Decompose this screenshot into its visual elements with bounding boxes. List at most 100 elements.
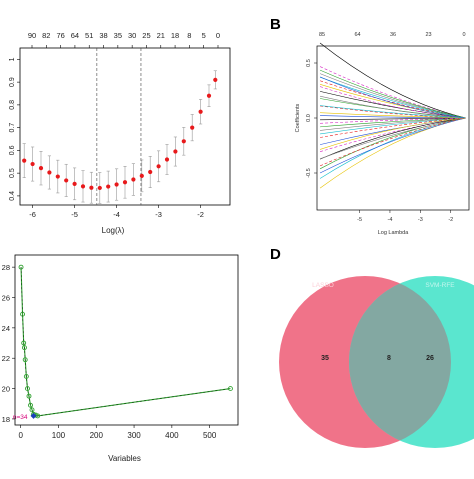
plot-frame [316, 45, 470, 211]
top-tick-label: 25 [142, 31, 150, 40]
coef-path [319, 117, 467, 179]
error-point [28, 402, 33, 408]
cv-mean-point [206, 93, 212, 98]
coef-path [319, 117, 466, 150]
error-point [23, 373, 29, 379]
cv-mean-point [80, 184, 86, 189]
cv-mean-point [97, 185, 102, 191]
x-tick-label: -5 [357, 217, 362, 223]
coef-path [319, 117, 466, 138]
panel-d: LASSO SVM-RFE 35 8 26 [245, 237, 474, 474]
x-tick-label: -5 [71, 210, 78, 219]
top-tick-label: 76 [56, 31, 64, 40]
cv-mean-point [198, 109, 203, 114]
cv-error-plot: 90 82 76 64 51 38 35 30 25 21 18 8 5 0 -6 -5 -4 -3 -2 Log(λ… [9, 31, 231, 235]
top-tick-label: 64 [71, 31, 79, 40]
cv-mean-point [148, 169, 153, 175]
coef-path [320, 105, 466, 119]
optimal-annotation: n=34 [13, 414, 28, 421]
top-tick-label: 64 [354, 32, 360, 38]
error-point [21, 340, 27, 346]
cv-mean-point [173, 149, 178, 154]
top-tick-label: 0 [216, 31, 220, 40]
top-tick-label: 51 [85, 31, 93, 40]
top-tick-label: 82 [42, 31, 50, 40]
panel-c: 0 100 200 300 400 500 Variables 18 20 22 24 26 28 n=3… [0, 237, 245, 474]
x-tick-label: 100 [52, 431, 66, 440]
top-tick-label: 18 [171, 31, 179, 40]
y-tick-label: 0.4 [9, 191, 16, 201]
x-tick-label: 300 [127, 431, 141, 440]
cv-mean-point [38, 166, 44, 171]
panel-label-b: B [270, 16, 281, 33]
top-tick-label: 21 [157, 31, 165, 40]
error-line-dashed [20, 267, 231, 417]
coef-path [319, 117, 467, 160]
top-tick-label: 36 [390, 32, 396, 38]
coef-path [319, 69, 467, 119]
x-tick-label: 200 [90, 431, 104, 440]
error-point [20, 311, 26, 317]
coef-path [319, 117, 466, 160]
coefficient-path-plot: 85 64 36 23 0 -5 -4 -3 -2 Log Lambda 0.5 0.0 -0.5 Coe… [295, 32, 470, 236]
x-axis-label: Variables [108, 454, 141, 463]
error-point [227, 386, 233, 392]
x-axis-label: Log(λ) [102, 226, 125, 235]
cv-mean-point [22, 158, 27, 163]
y-tick-label: 0.6 [9, 145, 16, 155]
svm-rfe-error-plot: 0 100 200 300 400 500 Variables 18 20 22 24 26 28 n=3… [2, 254, 239, 463]
y-tick-label: 18 [2, 415, 10, 424]
coef-path [319, 117, 467, 167]
cv-mean-point [72, 181, 77, 186]
lasso-only-count: 35 [321, 355, 329, 362]
y-tick-label: 0.8 [9, 100, 16, 110]
intersection-region [349, 276, 451, 448]
panel-b: 85 64 36 23 0 -5 -4 -3 -2 Log Lambda 0.5 0.0 -0.5 Coe… [237, 0, 474, 237]
x-axis-label: Log Lambda [378, 230, 410, 236]
x-tick-label: -4 [113, 210, 120, 219]
svm-set-label: SVM-RFE [425, 282, 455, 289]
cv-mean-point [213, 77, 218, 82]
coef-path [320, 117, 466, 124]
y-tick-label: 20 [2, 385, 10, 394]
x-tick-label: -3 [155, 210, 162, 219]
y-tick-label: 0.7 [9, 123, 16, 133]
top-tick-label: 30 [128, 31, 136, 40]
svm-only-count: 26 [426, 355, 434, 362]
top-tick-label: 38 [99, 31, 107, 40]
lasso-set-label: LASSO [312, 282, 334, 289]
y-tick-label: 1 [9, 57, 16, 61]
x-tick-label: -3 [418, 217, 423, 223]
cv-mean-point [114, 182, 119, 187]
cv-mean-point [55, 174, 60, 179]
error-point [26, 393, 32, 399]
x-tick-label: 500 [203, 431, 217, 440]
cv-mean-point [139, 173, 144, 178]
y-tick-label: 24 [2, 324, 10, 333]
x-tick-label: -4 [388, 217, 393, 223]
plot-frame [19, 47, 231, 206]
y-tick-label: 28 [2, 263, 10, 272]
top-tick-label: 23 [425, 32, 431, 38]
panel-label-d: D [270, 246, 281, 263]
error-point [25, 386, 30, 392]
optimal-point [30, 412, 37, 419]
top-tick-label: 5 [202, 31, 206, 40]
cv-mean-point [181, 139, 186, 144]
venn-diagram: LASSO SVM-RFE 35 8 26 [279, 276, 474, 448]
y-tick-label: 26 [2, 294, 10, 303]
x-tick-label: -2 [448, 217, 453, 223]
cv-mean-point [131, 177, 136, 182]
error-point [29, 407, 35, 413]
cv-mean-point [190, 125, 195, 130]
coef-path [319, 117, 467, 189]
panel-a: 90 82 76 64 51 38 35 30 25 21 18 8 5 0 -6 -5 -4 -3 -2 Log(λ… [0, 0, 237, 237]
y-tick-label: -0.5 [306, 168, 312, 177]
cv-mean-point [156, 164, 161, 169]
coef-path [319, 76, 466, 119]
y-tick-label: 0.5 [9, 168, 16, 178]
x-tick-label: 400 [165, 431, 179, 440]
error-point [22, 357, 28, 363]
cv-mean-point [89, 185, 94, 190]
y-tick-label: 0.5 [306, 59, 312, 67]
